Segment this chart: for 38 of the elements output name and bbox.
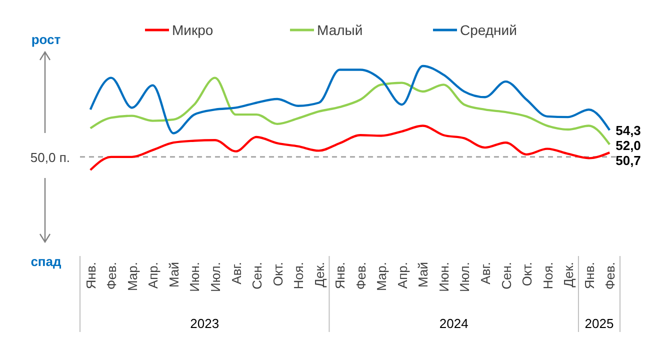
x-tick-label: Июн. <box>436 262 452 292</box>
x-tick-label: Фев. <box>104 262 120 290</box>
text: 2023 <box>190 316 220 331</box>
x-tick-label: Янв. <box>582 262 597 290</box>
x-tick-label: Июн. <box>187 262 202 292</box>
x-tick-label: Окт. <box>520 262 535 286</box>
text: спад <box>30 254 62 269</box>
x-tick-label: Ноя. <box>540 262 556 290</box>
x-tick-label: Май <box>416 262 431 288</box>
legend-label: Микро <box>172 22 214 38</box>
data-label: 50,7 <box>616 153 641 168</box>
x-tick-label: Апр. <box>394 262 410 289</box>
x-tick-label: Мар. <box>124 262 140 292</box>
x-tick-label: Фев. <box>353 262 368 290</box>
x-tick-label: Сен. <box>498 262 514 290</box>
x-tick-label: Янв. <box>83 262 98 290</box>
x-tick-label: Фев. <box>602 262 618 290</box>
x-tick-label: Окт. <box>270 262 286 286</box>
x-tick-label: Сен. <box>250 262 265 290</box>
x-tick-label: Июл. <box>457 262 472 292</box>
data-label: 52,0 <box>616 138 641 154</box>
legend-label: Средний <box>460 22 517 38</box>
x-tick-label: Авг. <box>478 262 493 284</box>
x-tick-label: Авг. <box>228 262 244 284</box>
text: 2024 <box>439 316 468 331</box>
ref-line-label: 50,0 п. <box>30 150 70 165</box>
legend-label: Малый <box>317 22 363 38</box>
x-tick-label: Дек. <box>561 262 576 288</box>
x-tick-label: Ноя. <box>291 262 306 290</box>
x-tick-label: Апр. <box>146 262 161 289</box>
x-tick-label: Мар. <box>374 262 390 292</box>
x-tick-label: Июл. <box>208 262 223 292</box>
data-label: 54,3 <box>616 123 641 138</box>
x-tick-label: Дек. <box>312 262 327 288</box>
x-tick-label: Янв. <box>332 262 348 290</box>
text: 2025 <box>584 316 614 331</box>
text: рост <box>31 32 61 47</box>
x-tick-label: Май <box>166 262 182 288</box>
